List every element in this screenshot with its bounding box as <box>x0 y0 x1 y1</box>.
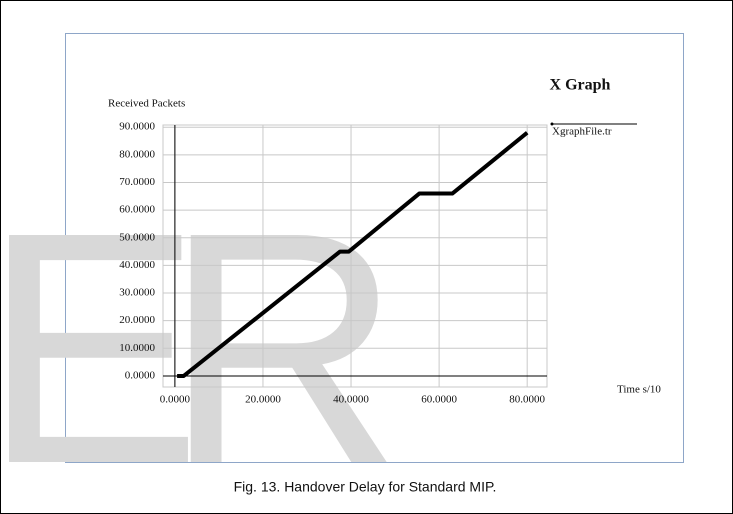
y-tick-label: 60.0000 <box>119 204 155 216</box>
y-tick-label: 20.0000 <box>119 314 155 326</box>
y-tick-label: 50.0000 <box>119 231 155 243</box>
x-tick-label: 40.0000 <box>333 394 369 406</box>
y-tick-label: 90.0000 <box>119 121 155 133</box>
x-tick-label: 80.0000 <box>509 394 545 406</box>
figure-border <box>65 33 684 463</box>
plot-frame <box>162 124 548 388</box>
y-tick-label: 70.0000 <box>119 176 155 188</box>
y-tick-label: 80.0000 <box>119 148 155 160</box>
x-axis-label: Time s/10 <box>617 384 661 396</box>
chart-title: X Graph <box>550 77 611 94</box>
legend-marker <box>550 122 554 126</box>
data-line <box>177 131 529 378</box>
legend-label: XgraphFile.tr <box>552 126 612 138</box>
y-axis-label: Received Packets <box>108 98 185 110</box>
y-tick-label: 10.0000 <box>119 342 155 354</box>
y-tick-label: 30.0000 <box>119 287 155 299</box>
y-tick-label: 40.0000 <box>119 259 155 271</box>
x-tick-label: 20.0000 <box>245 394 281 406</box>
watermark: ER <box>0 163 402 514</box>
y-tick-label: 0.0000 <box>125 369 156 381</box>
x-tick-label: 60.0000 <box>421 394 457 406</box>
caption: Fig. 13. Handover Delay for Standard MIP… <box>234 479 497 495</box>
x-tick-label: 0.0000 <box>160 394 191 406</box>
